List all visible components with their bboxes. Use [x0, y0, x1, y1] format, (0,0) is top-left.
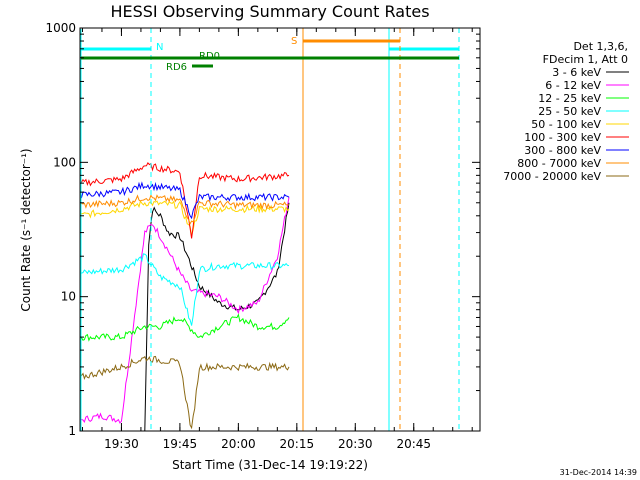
series-1: [144, 202, 290, 432]
y-tick-label: 10: [61, 290, 76, 304]
y-tick-label: 1: [68, 424, 76, 438]
y-axis-label: Count Rate (s⁻¹ detector⁻¹): [19, 148, 33, 311]
rd0-label: RD0: [199, 51, 220, 62]
series-4: [79, 253, 290, 326]
axis-layer: 1 10 100 1000 19:30 19:45 20:00 20:15 20:30 20:45: [45, 21, 480, 451]
legend-entry-label: 25 - 50 keV: [538, 105, 601, 118]
legend-header: Det 1,3,6,: [573, 40, 628, 53]
legend-entry-label: 100 - 300 keV: [524, 131, 601, 144]
legend-entry-label: 800 - 7000 keV: [517, 157, 601, 170]
x-tick-label: 20:45: [396, 437, 431, 451]
x-tick-label: 19:30: [104, 437, 139, 451]
night-label: N: [156, 42, 163, 53]
x-tick-label: 19:45: [163, 437, 198, 451]
series-line: [79, 253, 290, 326]
x-tick-label: 20:30: [338, 437, 373, 451]
legend-entry-label: 50 - 100 keV: [531, 118, 601, 131]
series-line: [79, 313, 290, 342]
x-tick-label: 20:15: [280, 437, 315, 451]
x-axis-label: Start Time (31-Dec-14 19:19:22): [172, 458, 368, 472]
legend-header: FDecim 1, Att 0: [543, 53, 628, 66]
saa-label: S: [291, 36, 297, 47]
series-8: [79, 194, 290, 225]
timestamp: 31-Dec-2014 14:39: [560, 468, 637, 477]
y-tick-label: 1000: [45, 21, 76, 35]
series-9: [79, 355, 290, 430]
rd6-label: RD6: [166, 62, 187, 73]
series-5: [79, 200, 290, 236]
series-line: [79, 197, 290, 424]
series-line: [79, 355, 290, 430]
series-2: [79, 197, 290, 424]
series-layer: [79, 162, 290, 432]
x-tick-label: 20:00: [221, 437, 256, 451]
legend-entry-label: 3 - 6 keV: [552, 66, 601, 79]
series-line: [79, 200, 290, 236]
y-tick-label: 100: [53, 155, 76, 169]
legend-entry-label: 6 - 12 keV: [545, 79, 601, 92]
chart-title: HESSI Observing Summary Count Rates: [110, 2, 429, 21]
legend-entry-label: 7000 - 20000 keV: [503, 170, 601, 183]
series-line: [79, 194, 290, 225]
series-line: [79, 181, 290, 220]
series-line: [144, 202, 290, 432]
annotation-layer: N S RD0 RD6: [80, 28, 460, 431]
legend-entry-label: 300 - 800 keV: [524, 144, 601, 157]
plot-frame: [79, 27, 481, 432]
series-3: [79, 313, 290, 342]
series-7: [79, 181, 290, 220]
legend-entry-label: 12 - 25 keV: [538, 92, 601, 105]
